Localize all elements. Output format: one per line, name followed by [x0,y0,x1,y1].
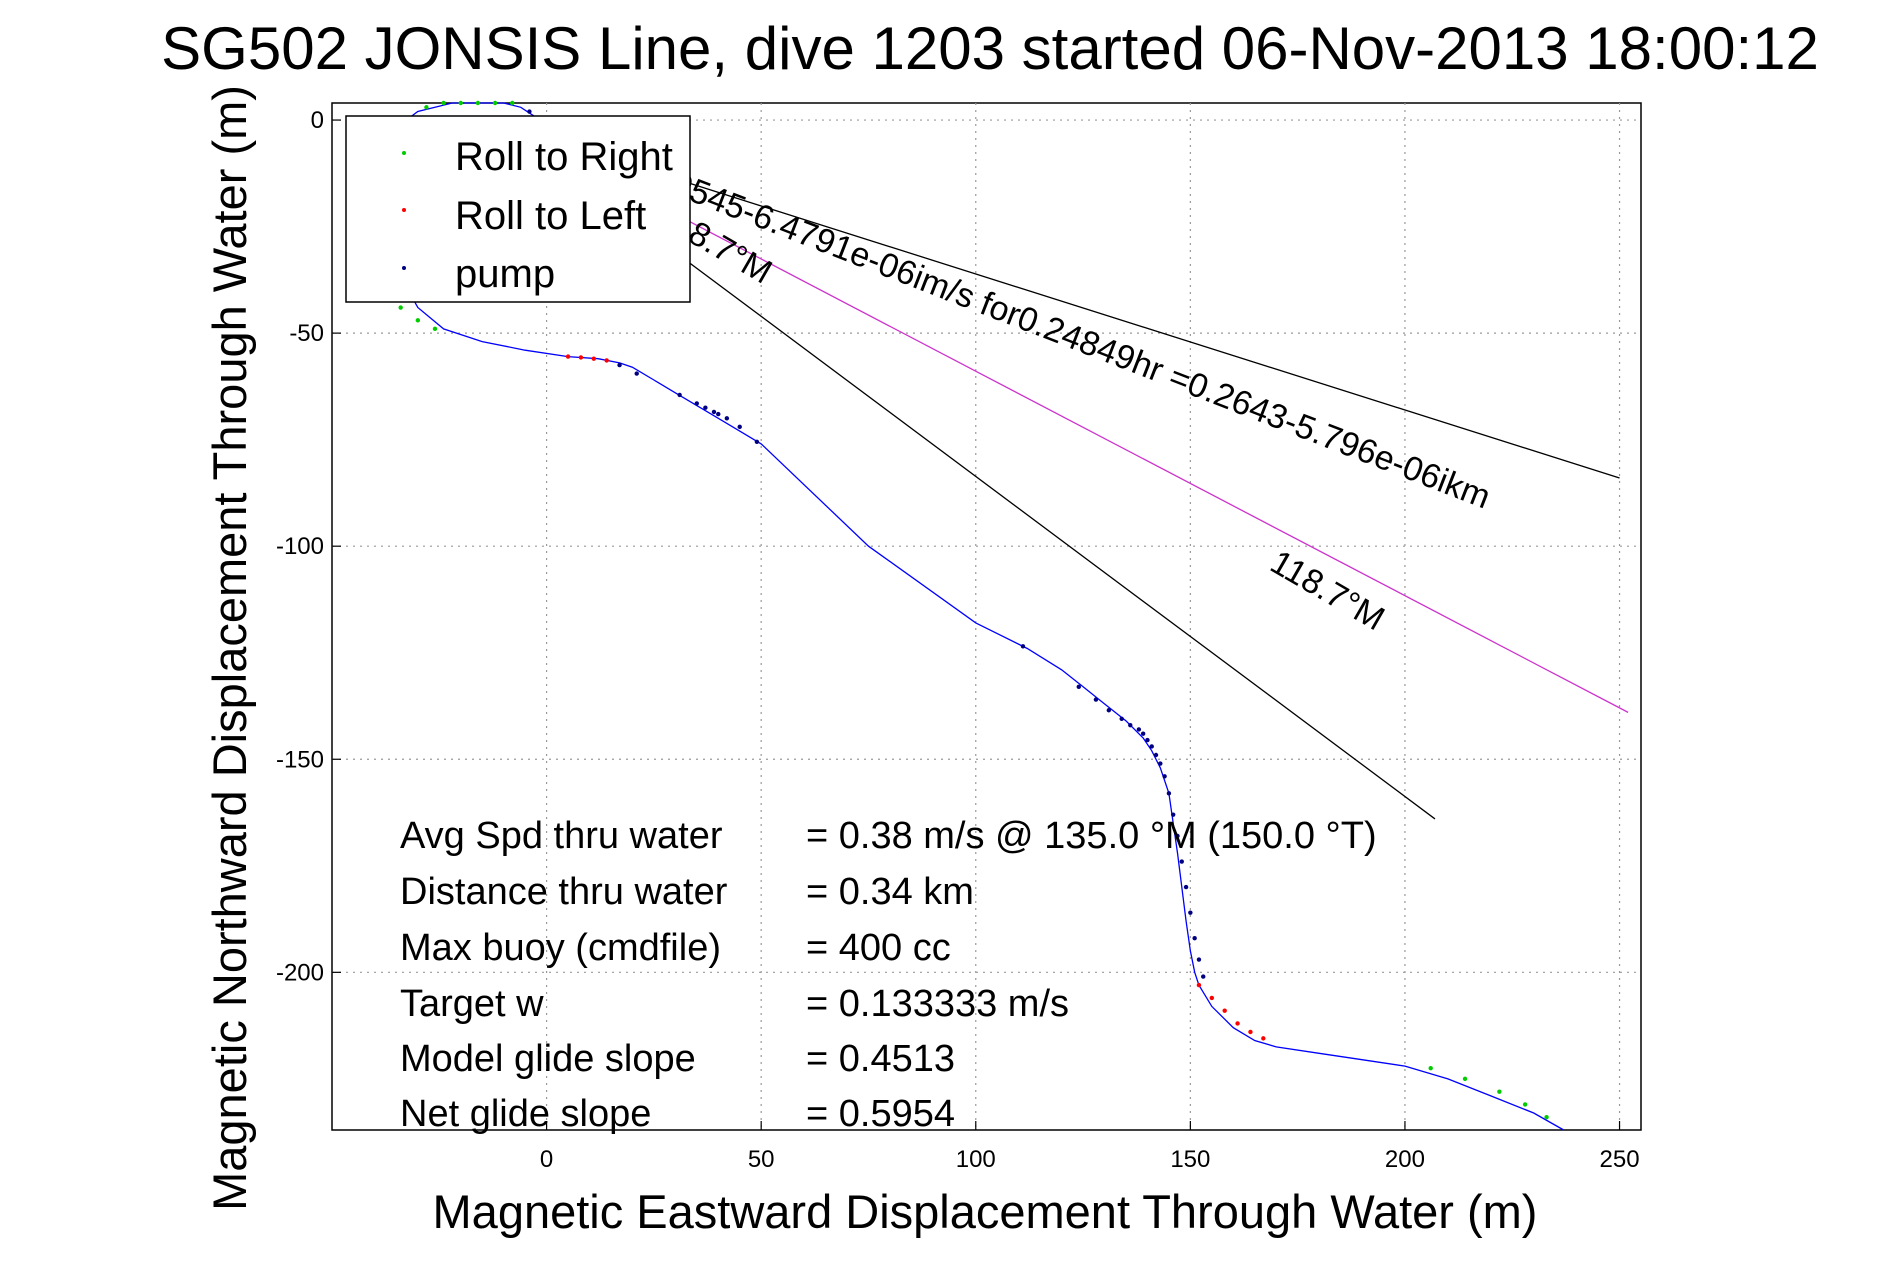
stat-value: = 0.4513 [806,1038,955,1080]
dive-statistics: Avg Spd thru water = 0.38 m/s @ 135.0 °M … [400,815,1377,1135]
x-tick-label: 100 [956,1146,996,1173]
pump-point [1158,761,1163,766]
pump-point [711,409,717,415]
pump-point [634,371,639,376]
pump-point [1093,697,1099,702]
roll-left-point [1209,995,1215,1001]
pump-point [694,401,700,406]
y-tick-label: 0 [311,107,324,134]
pump-point [737,424,742,430]
roll-left-point [1196,982,1202,988]
roll-left-point [1222,1008,1227,1013]
roll-right-point [398,305,403,310]
axis-ticks: 0 50 100 150 200 250 0 -50 -100 -150 -200 [276,107,1640,1173]
roll-right-point [1428,1066,1433,1071]
current-vector-3 [503,123,1629,713]
y-tick-label: -100 [276,533,324,560]
pump-point [1183,884,1189,890]
stat-value: = 0.38 m/s @ 135.0 °M (150.0 °T) [806,815,1377,857]
pump-point [1201,974,1206,979]
x-tick-label: 0 [540,1146,553,1173]
pump-point [617,362,622,368]
pump-point [1175,833,1180,839]
pump-point [1162,774,1167,779]
stat-label: Target w [400,983,544,1025]
pump-point [1076,684,1081,690]
x-tick-label: 150 [1170,1146,1210,1173]
pump-point [1128,722,1133,728]
pump-point [1166,791,1172,796]
x-tick-label: 250 [1600,1146,1640,1173]
roll-right-point [1522,1102,1528,1107]
y-axis-label: Magnetic Northward Displacement Through … [203,85,256,1211]
legend-label-roll-right: Roll to Right [455,135,673,179]
pump-point [703,405,708,410]
roll-left-point [591,356,596,361]
y-tick-label: -150 [276,746,324,773]
pump-point [1136,727,1142,732]
pump-point [1153,752,1159,758]
pump-point [527,109,532,114]
pump-point [724,416,730,421]
legend: Roll to Right Roll to Left pump [345,115,691,303]
pump-point [1170,812,1176,817]
stat-label: Net glide slope [400,1093,651,1135]
x-axis-label: Magnetic Eastward Displacement Through W… [433,1185,1538,1238]
pump-point [716,411,721,417]
roll-right-point [424,105,429,110]
pump-point [677,392,682,398]
pump-point [1119,716,1124,721]
roll-right-point [441,100,446,106]
roll-right-point [458,100,463,106]
stat-value: = 400 cc [806,927,951,969]
data-markers [389,100,1549,1120]
roll-right-point [492,100,498,106]
pump-point [1149,744,1154,749]
roll-right-point [1462,1076,1468,1082]
roll-left-point [1248,1029,1253,1035]
stat-value: = 0.34 km [806,871,974,913]
roll-left-point [1261,1036,1266,1041]
pump-point [1145,737,1150,743]
pump-point [1192,936,1197,941]
pump-point [1188,910,1193,915]
roll-left-point [578,355,584,360]
pump-point [754,439,760,444]
legend-marker-roll-right [402,151,406,155]
legend-marker-roll-left [402,208,406,212]
roll-right-point [1544,1115,1549,1120]
roll-right-point [510,100,515,106]
roll-left-point [1235,1021,1240,1026]
roll-right-point [1497,1089,1502,1094]
stat-label: Distance thru water [400,871,728,913]
stat-label: Model glide slope [400,1038,696,1080]
stat-label: Max buoy (cmdfile) [400,927,721,969]
pump-point [1106,708,1112,713]
roll-left-point [565,354,571,359]
roll-right-point [415,318,421,323]
stat-label: Avg Spd thru water [400,815,723,857]
roll-left-point [604,358,609,363]
pump-point [1020,644,1026,649]
x-tick-label: 50 [748,1146,775,1173]
x-tick-label: 200 [1385,1146,1425,1173]
roll-right-point [475,100,481,106]
stat-value: = 0.133333 m/s [806,983,1069,1025]
pump-point [1179,859,1184,864]
stat-value: = 0.5954 [806,1093,955,1135]
pump-point [1140,731,1146,736]
y-tick-label: -200 [276,959,324,986]
legend-marker-pump [402,266,406,270]
roll-right-point [432,326,438,332]
y-tick-label: -50 [289,320,324,347]
chart-title: SG502 JONSIS Line, dive 1203 started 06-… [161,15,1819,82]
legend-label-roll-left: Roll to Left [455,194,646,238]
pump-point [1196,957,1202,962]
legend-label-pump: pump [455,252,555,296]
